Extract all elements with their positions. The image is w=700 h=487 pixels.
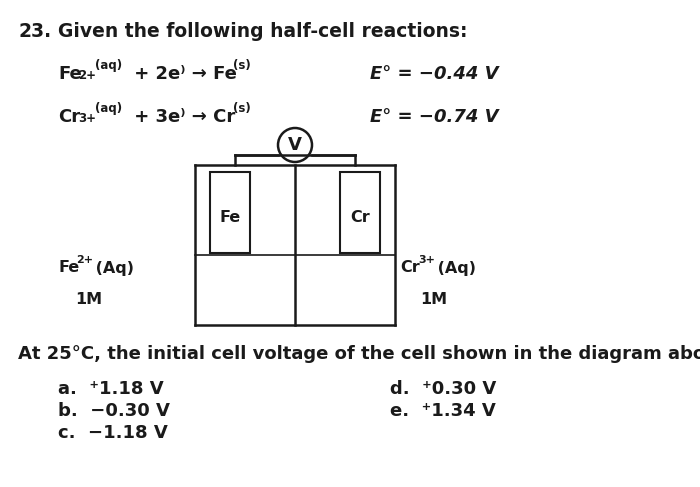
Text: (s): (s) bbox=[233, 102, 251, 115]
Text: a.  ⁺1.18 V: a. ⁺1.18 V bbox=[58, 380, 164, 398]
Bar bbox=[340, 172, 380, 253]
Text: 1M: 1M bbox=[420, 293, 447, 307]
Text: 1M: 1M bbox=[75, 293, 102, 307]
Text: 2+: 2+ bbox=[76, 255, 93, 265]
Text: + 3e⁾ → Cr: + 3e⁾ → Cr bbox=[128, 108, 235, 126]
Text: Cr: Cr bbox=[58, 108, 80, 126]
Text: 3+: 3+ bbox=[78, 112, 96, 125]
Text: E° = −0.44 V: E° = −0.44 V bbox=[370, 65, 498, 83]
Text: Cr: Cr bbox=[350, 210, 370, 225]
Text: 23.: 23. bbox=[18, 22, 51, 41]
Text: 3+: 3+ bbox=[418, 255, 435, 265]
Text: b.  −0.30 V: b. −0.30 V bbox=[58, 402, 170, 420]
Text: c.  −1.18 V: c. −1.18 V bbox=[58, 424, 168, 442]
Text: e.  ⁺1.34 V: e. ⁺1.34 V bbox=[390, 402, 496, 420]
Text: V: V bbox=[288, 136, 302, 154]
Text: (aq): (aq) bbox=[95, 59, 122, 72]
Text: (Aq): (Aq) bbox=[90, 261, 134, 276]
Text: At 25°C, the initial cell voltage of the cell shown in the diagram above is: At 25°C, the initial cell voltage of the… bbox=[18, 345, 700, 363]
Text: (Aq): (Aq) bbox=[432, 261, 476, 276]
Text: (s): (s) bbox=[233, 59, 251, 72]
Text: (aq): (aq) bbox=[95, 102, 122, 115]
Text: Fe: Fe bbox=[58, 65, 82, 83]
Text: Fe: Fe bbox=[219, 210, 241, 225]
Text: Cr: Cr bbox=[400, 261, 420, 276]
Text: E° = −0.74 V: E° = −0.74 V bbox=[370, 108, 498, 126]
Text: + 2e⁾ → Fe: + 2e⁾ → Fe bbox=[128, 65, 237, 83]
Text: d.  ⁺0.30 V: d. ⁺0.30 V bbox=[390, 380, 496, 398]
Text: 2+: 2+ bbox=[78, 69, 96, 82]
Text: Given the following half-cell reactions:: Given the following half-cell reactions: bbox=[58, 22, 468, 41]
Text: Fe: Fe bbox=[58, 261, 79, 276]
Bar bbox=[210, 172, 250, 253]
